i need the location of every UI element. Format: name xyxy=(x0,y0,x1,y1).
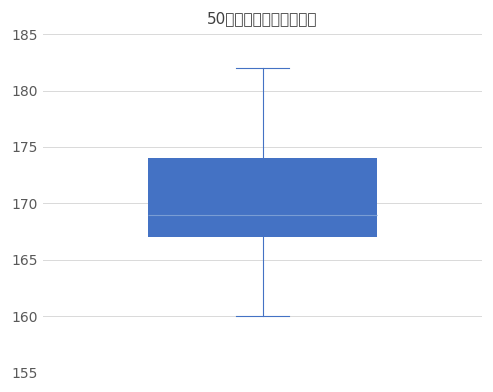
Title: 50人の大学生の笚ひげ図: 50人の大学生の笚ひげ図 xyxy=(207,11,318,26)
Bar xyxy=(148,158,377,237)
